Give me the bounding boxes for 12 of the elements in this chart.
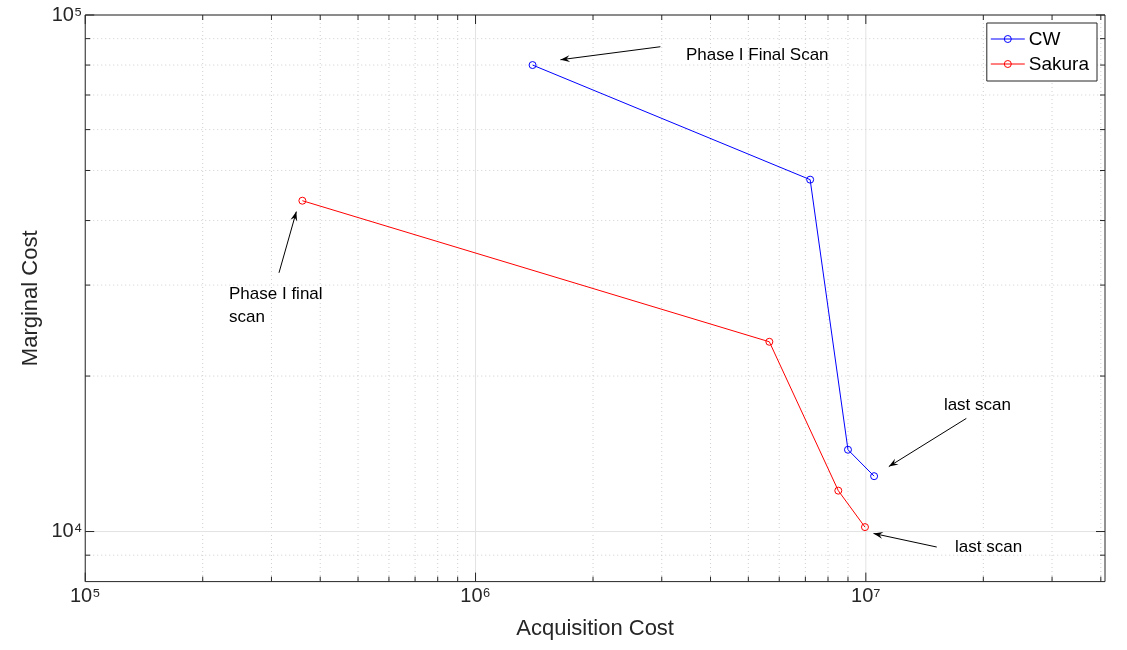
annotation: last scan: [943, 395, 1011, 415]
y-tick-label: 10⁴: [51, 519, 83, 542]
x-tick-label: 10⁶: [460, 584, 491, 607]
x-tick-label: 10⁵: [69, 584, 101, 607]
annotation: last scan: [955, 536, 1023, 556]
legend-label: Sakura: [1028, 53, 1090, 75]
x-tick-label: 10⁷: [851, 584, 881, 607]
annotation: Phase I Final Scan: [685, 45, 829, 65]
annotation: Phase I final scan: [229, 284, 323, 327]
x-axis-title: Acquisition Cost: [516, 614, 674, 640]
legend-label: CW: [1028, 28, 1061, 50]
y-axis-title: Marginal Cost: [17, 230, 43, 367]
